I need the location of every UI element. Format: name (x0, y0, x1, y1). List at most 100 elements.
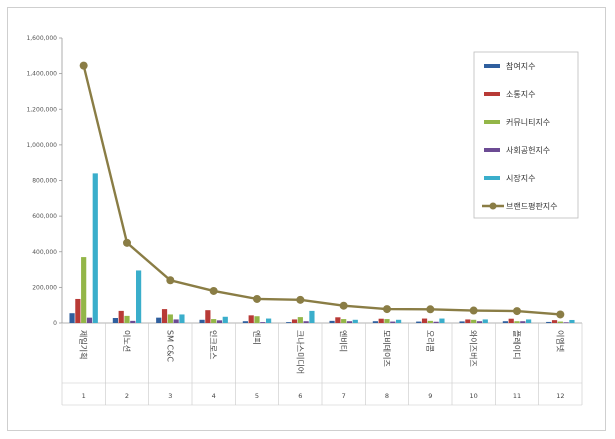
bar (69, 313, 75, 323)
bar (167, 314, 173, 323)
legend-swatch (484, 92, 500, 96)
legend-label: 소통지수 (506, 90, 535, 99)
line-point (556, 310, 565, 319)
bar (199, 319, 205, 323)
line-point (426, 305, 435, 314)
category-name-label: 제일기획 (79, 330, 89, 359)
category-name-label: 이엠넷 (555, 330, 565, 352)
category-number-label: 8 (385, 392, 389, 400)
y-tick-label: 1,600,000 (26, 35, 57, 42)
bar (346, 321, 353, 323)
legend-label: 브랜드평판지수 (506, 201, 558, 211)
bar (563, 322, 569, 323)
bar (81, 257, 87, 323)
bar (329, 320, 335, 323)
line-point (209, 286, 218, 295)
bar (156, 317, 162, 323)
bar (260, 322, 266, 323)
legend-label: 참여지수 (506, 61, 535, 71)
bar (130, 320, 136, 323)
bar (248, 315, 254, 323)
category-number-label: 4 (212, 392, 216, 400)
y-tick-label: 1,200,000 (26, 106, 57, 113)
category-name-label: 플레이디 (512, 330, 522, 359)
bar (514, 321, 520, 323)
y-tick-label: 400,000 (32, 249, 57, 256)
bar (439, 318, 445, 323)
category-number-label: 11 (513, 392, 521, 400)
bar (179, 314, 185, 323)
bar (86, 317, 93, 323)
bar (205, 310, 211, 323)
bar (92, 173, 98, 323)
y-tick-label: 200,000 (32, 284, 57, 291)
bar (508, 318, 514, 323)
category-name-label: 엔비티 (339, 330, 349, 352)
bar (569, 319, 575, 323)
bar (520, 321, 526, 323)
bar (242, 321, 248, 323)
category-number-label: 2 (125, 392, 129, 400)
bar (211, 319, 217, 323)
bar (254, 316, 260, 323)
legend-line-marker (489, 202, 497, 210)
line-point (513, 307, 521, 316)
bar (372, 321, 378, 323)
bar (335, 317, 341, 323)
line-point (79, 61, 88, 70)
bar (502, 321, 508, 323)
category-name-label: 와이즈버즈 (469, 330, 479, 367)
category-name-label: 이노션 (122, 330, 132, 352)
bar (526, 319, 532, 323)
bar (390, 321, 396, 323)
bar (303, 321, 309, 323)
bar (124, 315, 130, 323)
bar (173, 319, 179, 323)
line-point (339, 301, 348, 310)
bar (378, 318, 384, 323)
category-name-label: SM C&C (165, 330, 174, 362)
line-point (123, 238, 131, 247)
y-tick-label: 0 (53, 320, 57, 327)
line-point (253, 294, 261, 303)
bar (396, 319, 402, 323)
category-number-label: 10 (470, 392, 478, 400)
category-name-label: 크나스미디어 (295, 330, 305, 374)
category-number-label: 1 (82, 392, 86, 400)
bar (266, 318, 272, 323)
bar (75, 298, 81, 323)
bar (222, 316, 228, 323)
bar (482, 319, 488, 323)
bar (546, 321, 552, 323)
bar (118, 310, 124, 323)
legend-label: 시장지수 (506, 173, 535, 183)
bar (112, 318, 118, 323)
category-name-label: 인크로스 (209, 330, 219, 359)
bar (476, 321, 483, 323)
category-name-label: 모비데이즈 (382, 330, 392, 367)
line-point (296, 295, 305, 304)
legend-box (473, 51, 579, 219)
bar (416, 321, 422, 323)
category-number-label: 6 (298, 392, 302, 400)
line-series-path (82, 65, 561, 316)
line-point (469, 306, 478, 315)
legend-swatch (484, 120, 500, 124)
bar (551, 320, 558, 323)
category-number-label: 3 (168, 392, 172, 400)
line-point (166, 276, 175, 285)
y-tick-label: 600,000 (32, 213, 57, 220)
bar (459, 321, 465, 323)
legend-label: 커뮤니티지수 (506, 117, 550, 127)
legend-swatch (484, 148, 500, 152)
bar (465, 319, 471, 323)
category-number-label: 12 (556, 392, 564, 400)
category-name-label: 오리콤 (425, 330, 434, 352)
bar (557, 321, 563, 323)
bar (341, 319, 347, 323)
legend-label: 사회공헌지수 (506, 146, 550, 155)
category-number-label: 9 (428, 392, 432, 400)
bar (286, 322, 292, 323)
legend-swatch (484, 176, 500, 180)
